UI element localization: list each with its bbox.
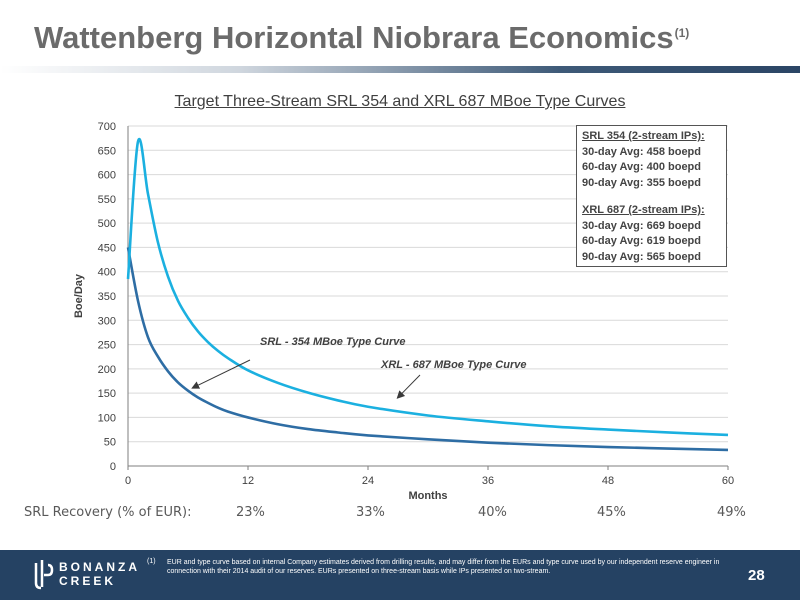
xrl-ip-60day: 60-day Avg: 619 boepd [582, 235, 701, 247]
y-tick-label: 150 [98, 388, 116, 400]
y-tick-label: 600 [98, 170, 116, 182]
srl-ip-header: SRL 354 (2-stream IPs): [582, 130, 705, 142]
recovery-value-60: 49% [717, 505, 746, 520]
srl-ip-30day: 30-day Avg: 458 boepd [582, 145, 701, 158]
x-tick-label: 0 [125, 475, 131, 487]
recovery-value-12: 23% [236, 505, 265, 520]
y-tick-label: 300 [98, 315, 116, 327]
srl-ip-60day: 60-day Avg: 400 boepd [582, 161, 701, 173]
y-tick-label: 0 [110, 461, 116, 473]
footnote-text: EUR and type curve based on internal Com… [167, 559, 720, 575]
y-axis-label: Boe/Day [73, 273, 85, 318]
y-tick-label: 550 [98, 194, 116, 206]
series-line-srl [126, 247, 729, 452]
title-divider [0, 66, 800, 73]
recovery-label: SRL Recovery (% of EUR): [24, 505, 192, 520]
y-tick-label: 700 [98, 121, 116, 133]
recovery-value-24: 33% [356, 505, 385, 520]
y-tick-label: 100 [98, 412, 116, 424]
recovery-value-36: 40% [478, 505, 507, 520]
recovery-value-48: 45% [597, 505, 626, 520]
annotation-label-srl: SRL - 354 MBoe Type Curve [260, 336, 406, 348]
logo-mark-icon [34, 560, 54, 590]
y-tick-label: 250 [98, 340, 116, 352]
chart-title: Target Three-Stream SRL 354 and XRL 687 … [174, 93, 626, 110]
footnote-number: (1) [147, 558, 156, 565]
x-tick-label: 60 [722, 475, 734, 487]
ip-summary-box: SRL 354 (2-stream IPs): 30-day Avg: 458 … [576, 125, 727, 267]
srl-ip-90day: 90-day Avg: 355 boepd [582, 176, 701, 189]
y-tick-label: 350 [98, 291, 116, 303]
xrl-ip-90day: 90-day Avg: 565 boepd [582, 250, 701, 263]
x-tick-label: 48 [602, 475, 614, 487]
type-curve-chart: 0501001502002503003504004505005506006507… [73, 121, 734, 502]
x-tick-label: 24 [362, 475, 374, 487]
series-line-xrl [126, 137, 729, 437]
annotation-arrow-srl [191, 359, 251, 389]
xrl-ip-header: XRL 687 (2-stream IPs): [582, 204, 705, 216]
page-title: Wattenberg Horizontal Niobrara Economics… [34, 20, 690, 55]
y-tick-label: 500 [98, 218, 116, 230]
logo-line-2: CREEK [59, 574, 117, 588]
annotation-arrow-xrl [396, 374, 421, 399]
y-tick-label: 400 [98, 267, 116, 279]
page-number: 28 [748, 567, 765, 584]
y-tick-label: 200 [98, 364, 116, 376]
company-logo: BONANZA CREEK [32, 557, 137, 593]
footer-bar [0, 550, 800, 600]
y-tick-label: 50 [104, 437, 116, 449]
title-footnote-marker: (1) [674, 26, 690, 40]
y-tick-label: 650 [98, 145, 116, 157]
xrl-ip-30day: 30-day Avg: 669 boepd [582, 219, 701, 232]
x-tick-label: 12 [242, 475, 254, 487]
annotation-label-xrl: XRL - 687 MBoe Type Curve [380, 359, 527, 371]
x-tick-label: 36 [482, 475, 494, 487]
y-tick-label: 450 [98, 242, 116, 254]
x-axis-label: Months [408, 490, 447, 502]
logo-line-1: BONANZA [59, 560, 140, 574]
